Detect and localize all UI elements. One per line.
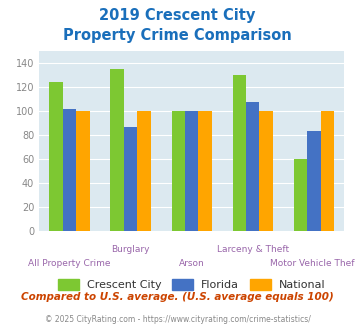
Bar — [321, 111, 334, 231]
Text: Larceny & Theft: Larceny & Theft — [217, 245, 289, 254]
Bar — [63, 109, 76, 231]
Bar — [185, 111, 198, 231]
Bar — [198, 111, 212, 231]
Text: © 2025 CityRating.com - https://www.cityrating.com/crime-statistics/: © 2025 CityRating.com - https://www.city… — [45, 315, 310, 324]
Text: Burglary: Burglary — [111, 245, 150, 254]
Bar — [307, 131, 321, 231]
Bar — [171, 111, 185, 231]
Text: Property Crime Comparison: Property Crime Comparison — [63, 28, 292, 43]
Bar — [246, 102, 260, 231]
Bar — [124, 127, 137, 231]
Text: Motor Vehicle Theft: Motor Vehicle Theft — [270, 259, 355, 268]
Bar — [137, 111, 151, 231]
Bar — [294, 159, 307, 231]
Text: Compared to U.S. average. (U.S. average equals 100): Compared to U.S. average. (U.S. average … — [21, 292, 334, 302]
Bar — [260, 111, 273, 231]
Bar — [76, 111, 90, 231]
Text: All Property Crime: All Property Crime — [28, 259, 111, 268]
Legend: Crescent City, Florida, National: Crescent City, Florida, National — [54, 275, 330, 294]
Bar — [110, 69, 124, 231]
Bar — [233, 75, 246, 231]
Text: Arson: Arson — [179, 259, 204, 268]
Bar — [49, 82, 63, 231]
Text: 2019 Crescent City: 2019 Crescent City — [99, 8, 256, 23]
